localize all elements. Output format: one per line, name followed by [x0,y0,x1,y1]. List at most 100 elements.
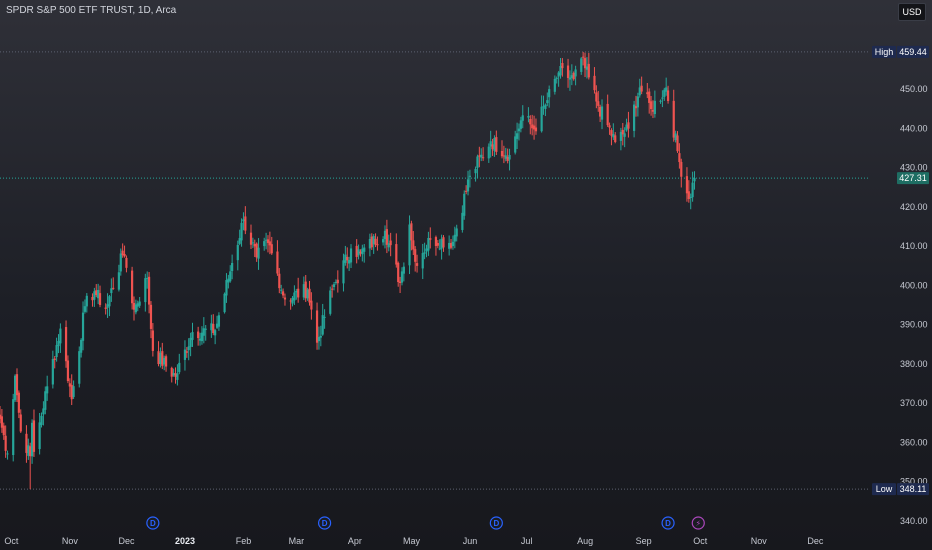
candle[interactable] [640,76,643,95]
candle[interactable] [580,57,583,75]
candle[interactable] [191,322,194,347]
candle[interactable] [370,233,373,250]
candle[interactable] [291,296,294,307]
candle[interactable] [676,131,679,153]
candle[interactable] [625,118,628,132]
candle[interactable] [449,239,453,250]
candle[interactable] [83,299,87,314]
candle[interactable] [121,243,124,258]
candle[interactable] [348,256,351,272]
candle[interactable] [674,130,677,143]
candle[interactable] [389,232,392,257]
candle[interactable] [425,244,428,258]
candle[interactable] [255,242,258,262]
candle[interactable] [25,425,28,463]
candle[interactable] [253,239,256,258]
candle[interactable] [17,390,20,419]
candle[interactable] [566,58,570,88]
candle[interactable] [593,67,596,94]
candle[interactable] [423,242,426,260]
candle[interactable] [13,374,17,403]
candle[interactable] [557,71,560,87]
candle[interactable] [70,374,73,406]
candle[interactable] [27,438,30,460]
candle[interactable] [493,135,496,157]
candle[interactable] [66,355,70,384]
candle[interactable] [582,51,585,66]
candle[interactable] [117,264,120,292]
candle[interactable] [95,284,98,298]
candle[interactable] [491,138,494,156]
candle[interactable] [646,82,649,99]
candle[interactable] [202,317,205,344]
candle[interactable] [440,234,443,260]
candle[interactable] [119,248,122,276]
candle[interactable] [174,367,177,384]
candle[interactable] [319,325,322,347]
candle[interactable] [172,368,175,377]
candle[interactable] [214,328,217,345]
candle[interactable] [412,231,415,256]
candle[interactable] [461,205,464,233]
candle[interactable] [223,292,226,314]
candle[interactable] [519,116,522,133]
candle[interactable] [170,366,173,383]
candle[interactable] [651,100,655,119]
candle[interactable] [504,147,507,162]
candle[interactable] [606,94,609,127]
candle[interactable] [680,158,683,188]
candle[interactable] [621,123,624,146]
candle[interactable] [304,274,307,302]
candle[interactable] [368,233,371,257]
candle[interactable] [183,340,187,371]
candle[interactable] [495,130,498,155]
candle[interactable] [372,234,375,254]
candle[interactable] [38,412,41,455]
candle[interactable] [659,99,662,104]
candle[interactable] [506,148,509,164]
candle[interactable] [64,320,68,368]
candle[interactable] [278,268,281,294]
candle[interactable] [465,185,468,195]
candle[interactable] [355,239,358,264]
candle[interactable] [125,255,128,273]
candle[interactable] [442,235,445,252]
candle[interactable] [204,325,207,341]
candles[interactable] [0,51,696,490]
candle[interactable] [332,282,336,291]
candle[interactable] [421,243,424,280]
candle[interactable] [678,143,681,169]
candle[interactable] [515,122,519,149]
candle[interactable] [542,95,545,115]
dividend-marker[interactable]: D [146,516,160,530]
candle[interactable] [197,326,200,346]
candle[interactable] [68,378,71,398]
candle[interactable] [161,342,164,370]
candle[interactable] [359,249,362,257]
candle[interactable] [144,273,147,312]
price-axis[interactable]: 340.00 350.00 360.00 370.00 380.00 390.00 400.… [900,84,928,526]
earnings-marker[interactable]: ⚡ [691,516,705,530]
candle[interactable] [627,111,630,138]
candle[interactable] [123,245,126,258]
candle[interactable] [198,332,202,346]
candle[interactable] [78,346,81,388]
candle[interactable] [44,386,47,415]
candle[interactable] [293,285,296,305]
candle[interactable] [466,170,470,196]
candle[interactable] [189,332,192,357]
candle[interactable] [32,409,36,457]
candle[interactable] [561,58,564,77]
candle[interactable] [104,303,107,315]
candle[interactable] [415,254,419,273]
candle[interactable] [6,450,9,460]
candle[interactable] [559,58,562,79]
candle[interactable] [227,274,230,289]
candle[interactable] [638,78,641,98]
candle[interactable] [136,300,139,312]
candle[interactable] [436,240,439,249]
candle[interactable] [583,52,587,78]
candle[interactable] [619,127,622,151]
candle[interactable] [187,338,190,361]
candle[interactable] [289,298,292,310]
